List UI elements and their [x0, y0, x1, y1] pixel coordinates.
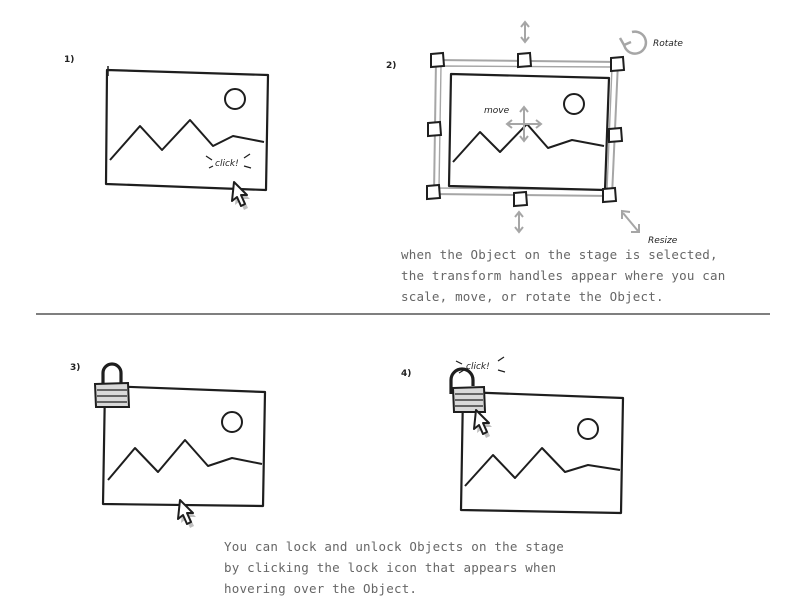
scale-vertical-arrow-icon — [514, 211, 524, 233]
handle-bottom-left[interactable] — [426, 184, 441, 200]
resize-label: Resize — [648, 236, 678, 246]
handle-bottom-middle[interactable] — [513, 191, 528, 207]
panel-4-caption: You can lock and unlock Objects on the s… — [224, 539, 564, 596]
handle-top-middle[interactable] — [517, 52, 532, 68]
move-arrows-icon — [505, 105, 543, 143]
panel-1-number: 1) — [64, 55, 74, 65]
caption-line: You can lock and unlock Objects on the s… — [224, 539, 564, 554]
rotate-arrow-icon — [618, 30, 648, 55]
scale-vertical-arrow-icon — [520, 21, 530, 43]
handle-top-left[interactable] — [430, 52, 445, 68]
panel-3: 3) — [70, 362, 267, 528]
handle-middle-right[interactable] — [608, 127, 623, 143]
caption-line: the transform handles appear where you c… — [401, 268, 725, 283]
click-label: click! — [215, 159, 239, 169]
image-placeholder-object — [447, 72, 611, 192]
handle-bottom-right[interactable] — [602, 187, 617, 203]
arrow-cursor-icon — [473, 409, 492, 438]
caption-line: scale, move, or rotate the Object. — [401, 289, 664, 304]
panel-4-number: 4) — [401, 369, 411, 379]
panel-3-number: 3) — [70, 363, 80, 373]
click-label: click! — [466, 362, 490, 372]
image-placeholder-object — [459, 390, 625, 515]
caption-line: hovering over the Object. — [224, 581, 417, 596]
arrow-cursor-icon — [231, 181, 250, 210]
panel-2: 2) — [386, 21, 725, 304]
panel-4: 4) click! You can lock and unlock Object — [224, 356, 625, 596]
lock-icon[interactable] — [93, 362, 131, 408]
click-burst: click! — [205, 153, 252, 169]
image-placeholder-object — [104, 66, 270, 192]
rotate-label: Rotate — [653, 39, 683, 49]
resize-arrow-icon — [621, 209, 640, 233]
image-placeholder-object — [101, 384, 267, 508]
arrow-cursor-icon — [177, 499, 196, 528]
panel-1: 1) click! — [64, 55, 270, 210]
move-label: move — [484, 106, 510, 116]
caption-line: when the Object on the stage is selected… — [401, 247, 718, 262]
caption-line: by clicking the lock icon that appears w… — [224, 560, 556, 575]
unlock-icon[interactable] — [449, 367, 487, 413]
panel-2-number: 2) — [386, 61, 396, 71]
click-burst: click! — [455, 356, 506, 374]
handle-top-right[interactable] — [610, 56, 625, 72]
handle-middle-left[interactable] — [427, 121, 442, 137]
panel-2-caption: when the Object on the stage is selected… — [401, 247, 725, 304]
